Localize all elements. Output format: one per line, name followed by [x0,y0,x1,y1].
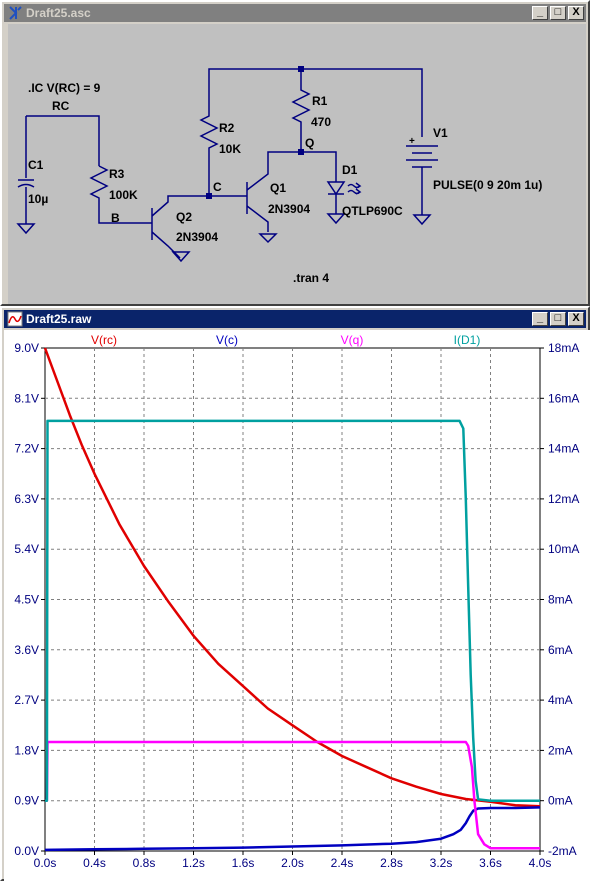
y-right-tick-label: 4mA [548,693,573,707]
r1-value: 470 [311,115,331,129]
r2-ref: R2 [219,121,235,135]
close-button[interactable]: X [568,6,584,20]
y-right-tick-label: 14mA [548,442,579,456]
v1-value: PULSE(0 9 20m 1u) [433,178,542,192]
net-label-b: B [111,211,120,225]
ic-directive[interactable]: .IC V(RC) = 9 [28,81,101,95]
minimize-button[interactable]: _ [532,6,548,20]
y-right-tick-label: 10mA [548,542,579,556]
y-left-tick-label: 9.0V [14,341,39,355]
q2-value: 2N3904 [176,230,218,244]
waveform-icon [7,311,23,327]
x-tick-label: 3.6s [479,856,502,870]
y-left-tick-label: 0.9V [14,794,39,808]
x-tick-label: 0.0s [34,856,57,870]
legend-label-i-d1[interactable]: I(D1) [454,333,481,347]
schematic-drawing: .IC V(RC) = 9 RC C1 10µ R3 100K B Q2 2N3… [16,66,542,285]
q1-value: 2N3904 [268,202,310,216]
q2-ref: Q2 [176,210,192,224]
x-tick-label: 2.4s [331,856,354,870]
series-line-v-c[interactable] [44,806,541,852]
series-line-v-rc[interactable] [43,347,541,808]
x-tick-label: 1.6s [232,856,255,870]
x-tick-label: 4.0s [529,856,552,870]
y-left-tick-label: 2.7V [14,693,39,707]
y-right-tick-label: 2mA [548,743,573,757]
r1-ref: R1 [312,94,328,108]
v1-plus-sign: + [409,136,415,147]
waveform-window[interactable]: Draft25.raw _ □ X 0.0s 0.4s 0.8s 1.2s 1.6s 2.… [0,306,590,881]
schematic-wires [16,68,438,263]
x-tick-label: 0.8s [133,856,156,870]
r3-value: 100K [109,188,138,202]
y-right-tick-label: 12mA [548,492,579,506]
y-left-tick-label: 3.6V [14,643,39,657]
d1-ref: D1 [342,163,358,177]
x-tick-label: 3.2s [430,856,453,870]
y-left-tick-label: 4.5V [14,593,39,607]
y-left-tick-label: 6.3V [14,492,39,506]
y-left-tick-label: 1.8V [14,743,39,757]
r3-ref: R3 [109,167,125,181]
q1-ref: Q1 [270,181,286,195]
y-left-tick-label: 8.1V [14,391,39,405]
schematic-titlebar[interactable]: Draft25.asc _ □ X [4,4,586,22]
series-line-i-d1[interactable] [45,419,540,802]
d1-value: QTLP690C [342,204,403,218]
y-right-tick-label: 6mA [548,643,573,657]
y-left-tick-label: 0.0V [14,844,39,858]
net-label-rc: RC [52,99,70,113]
waveform-close-button[interactable]: X [568,312,584,326]
x-tick-label: 0.4s [83,856,106,870]
y-left-tick-label: 5.4V [14,542,39,556]
ltspice-schematic-icon [9,6,22,20]
waveform-maximize-button[interactable]: □ [550,312,566,326]
plot-pane[interactable]: 0.0s 0.4s 0.8s 1.2s 1.6s 2.0s 2.4s 2.8s 3.2s 3.6s… [4,330,590,881]
y-right-tick-label: 0mA [548,794,573,808]
series-line-v-q[interactable] [45,740,540,850]
c1-ref: C1 [28,158,44,172]
r2-value: 10K [219,142,241,156]
x-tick-label: 1.2s [182,856,205,870]
tran-directive[interactable]: .tran 4 [293,271,329,285]
schematic-junctions [206,66,304,199]
c1-value: 10µ [28,192,48,206]
waveform-plot[interactable]: 0.0s 0.4s 0.8s 1.2s 1.6s 2.0s 2.4s 2.8s 3.2s 3.6s… [4,330,590,881]
legend-label-v-rc[interactable]: V(rc) [91,333,117,347]
legend-label-v-q[interactable]: V(q) [341,333,364,347]
legend-label-v-c[interactable]: V(c) [216,333,238,347]
schematic-window[interactable]: Draft25.asc _ □ X [0,0,590,306]
waveform-minimize-button[interactable]: _ [532,312,548,326]
waveform-titlebar[interactable]: Draft25.raw _ □ X [4,310,586,328]
schematic-canvas[interactable]: .IC V(RC) = 9 RC C1 10µ R3 100K B Q2 2N3… [8,24,586,304]
x-tick-label: 2.0s [281,856,304,870]
net-label-q: Q [305,136,314,150]
waveform-window-title: Draft25.raw [26,312,92,326]
x-tick-label: 2.8s [380,856,403,870]
y-right-tick-label: 8mA [548,593,573,607]
y-right-tick-label: -2mA [548,844,577,858]
net-label-c: C [213,180,222,194]
schematic-window-title: Draft25.asc [26,6,91,20]
y-right-tick-label: 18mA [548,341,579,355]
maximize-button[interactable]: □ [550,6,566,20]
y-left-tick-label: 7.2V [14,442,39,456]
y-right-tick-label: 16mA [548,391,579,405]
v1-ref: V1 [433,126,448,140]
